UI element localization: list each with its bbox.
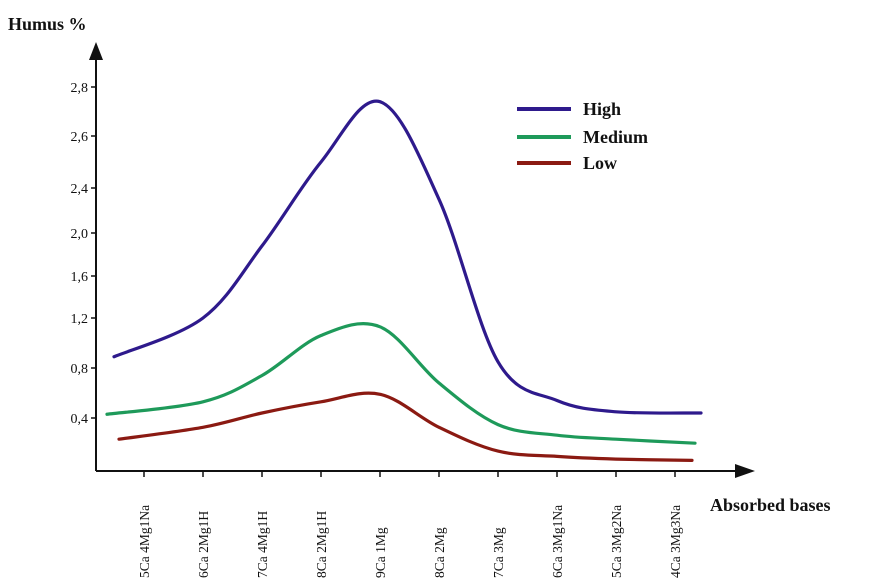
legend-label-medium: Medium <box>583 127 648 147</box>
y-axis-title: Humus % <box>8 14 87 34</box>
series-line-high <box>112 99 703 415</box>
y-tick-label: 2,8 <box>71 81 89 96</box>
y-tick-label: 0,8 <box>71 362 89 377</box>
y-tick-label: 2,6 <box>71 130 89 145</box>
y-tick-label: 2,0 <box>71 227 89 242</box>
x-category-label: 6Ca 2Mg1H <box>196 511 211 578</box>
axes: 0,4 0,8 1,2 1,6 2,0 2,4 2,6 2,8 5Ca 4Mg1Na 6Ca 2M… <box>71 42 755 578</box>
y-tick-label: 0,4 <box>71 412 89 427</box>
x-category-label: 5Ca 4Mg1Na <box>137 505 152 578</box>
x-category-label: 6Ca 3Mg1Na <box>550 505 565 578</box>
x-category-label: 8Ca 2Mg1H <box>314 511 329 578</box>
y-tick-label: 1,2 <box>71 312 89 327</box>
y-tick-label: 1,6 <box>71 270 89 285</box>
legend-label-high: High <box>583 99 621 119</box>
x-category-label: 8Ca 2Mg <box>432 527 447 578</box>
series-line-medium <box>105 322 697 445</box>
legend-label-low: Low <box>583 153 617 173</box>
series-lines <box>105 99 703 462</box>
y-axis-arrowhead <box>89 42 103 60</box>
x-category-label: 7Ca 4Mg1H <box>255 511 270 578</box>
x-category-label: 5Ca 3Mg2Na <box>609 505 624 578</box>
x-axis-title: Absorbed bases <box>710 495 831 515</box>
x-category-label: 4Ca 3Mg3Na <box>668 505 683 578</box>
series-line-low <box>117 391 694 462</box>
legend: High Medium Low <box>517 99 648 173</box>
x-axis-arrowhead <box>735 464 755 478</box>
y-tick-label: 2,4 <box>71 182 89 197</box>
x-category-label: 7Ca 3Mg <box>491 527 506 578</box>
x-category-label: 9Ca 1Mg <box>373 527 388 578</box>
